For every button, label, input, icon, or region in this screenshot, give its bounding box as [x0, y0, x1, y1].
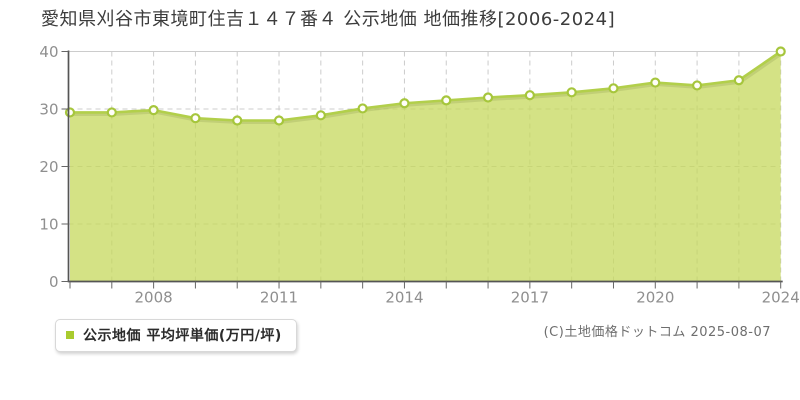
- data-point-marker: [524, 90, 535, 101]
- data-point-marker: [315, 110, 326, 121]
- data-point-marker: [566, 87, 577, 98]
- data-point-marker: [608, 83, 619, 94]
- data-point-marker: [106, 107, 117, 118]
- chart-svg: 0 10 20 30 40 2008 2011 2014 2017 2020 2024: [39, 43, 800, 307]
- data-point-marker: [650, 77, 661, 88]
- x-tick-label: 2011: [260, 289, 298, 307]
- data-point-marker: [399, 98, 410, 109]
- line-shadow: [71, 52, 783, 124]
- data-point-marker: [148, 105, 159, 116]
- data-point-marker: [775, 46, 786, 57]
- data-point-marker: [273, 115, 285, 126]
- legend: 公示地価 平均坪単価(万円/坪): [55, 319, 297, 352]
- x-tick-label: 2014: [385, 289, 423, 307]
- data-point-marker: [232, 115, 243, 126]
- x-tick-label: 2017: [511, 289, 549, 307]
- x-tick-label: 2008: [135, 289, 173, 307]
- y-tick-label: 10: [39, 216, 58, 234]
- chart-title: 愛知県刈谷市東境町住吉１４７番４ 公示地価 地価推移[2006-2024]: [41, 9, 616, 30]
- y-tick-label: 20: [39, 158, 58, 176]
- y-tick-label: 0: [49, 273, 59, 291]
- area-fill: [70, 51, 781, 282]
- legend-label: 公示地価 平均坪単価(万円/坪): [83, 328, 282, 344]
- data-point-marker: [691, 80, 703, 91]
- data-point-marker: [190, 113, 201, 124]
- copyright-text: (C)土地価格ドットコム 2025-08-07: [543, 325, 771, 340]
- y-tick-label: 30: [39, 101, 58, 119]
- data-point-marker: [357, 103, 368, 114]
- data-point-marker: [64, 107, 76, 118]
- data-point-marker: [733, 75, 744, 86]
- x-tick-label: 2024: [762, 289, 800, 307]
- y-tick-label: 40: [39, 43, 58, 61]
- legend-swatch-icon: [66, 331, 74, 339]
- data-point-marker: [441, 95, 452, 106]
- x-tick-label: 2020: [636, 289, 674, 307]
- price-line: [70, 50, 782, 122]
- data-point-marker: [482, 92, 494, 103]
